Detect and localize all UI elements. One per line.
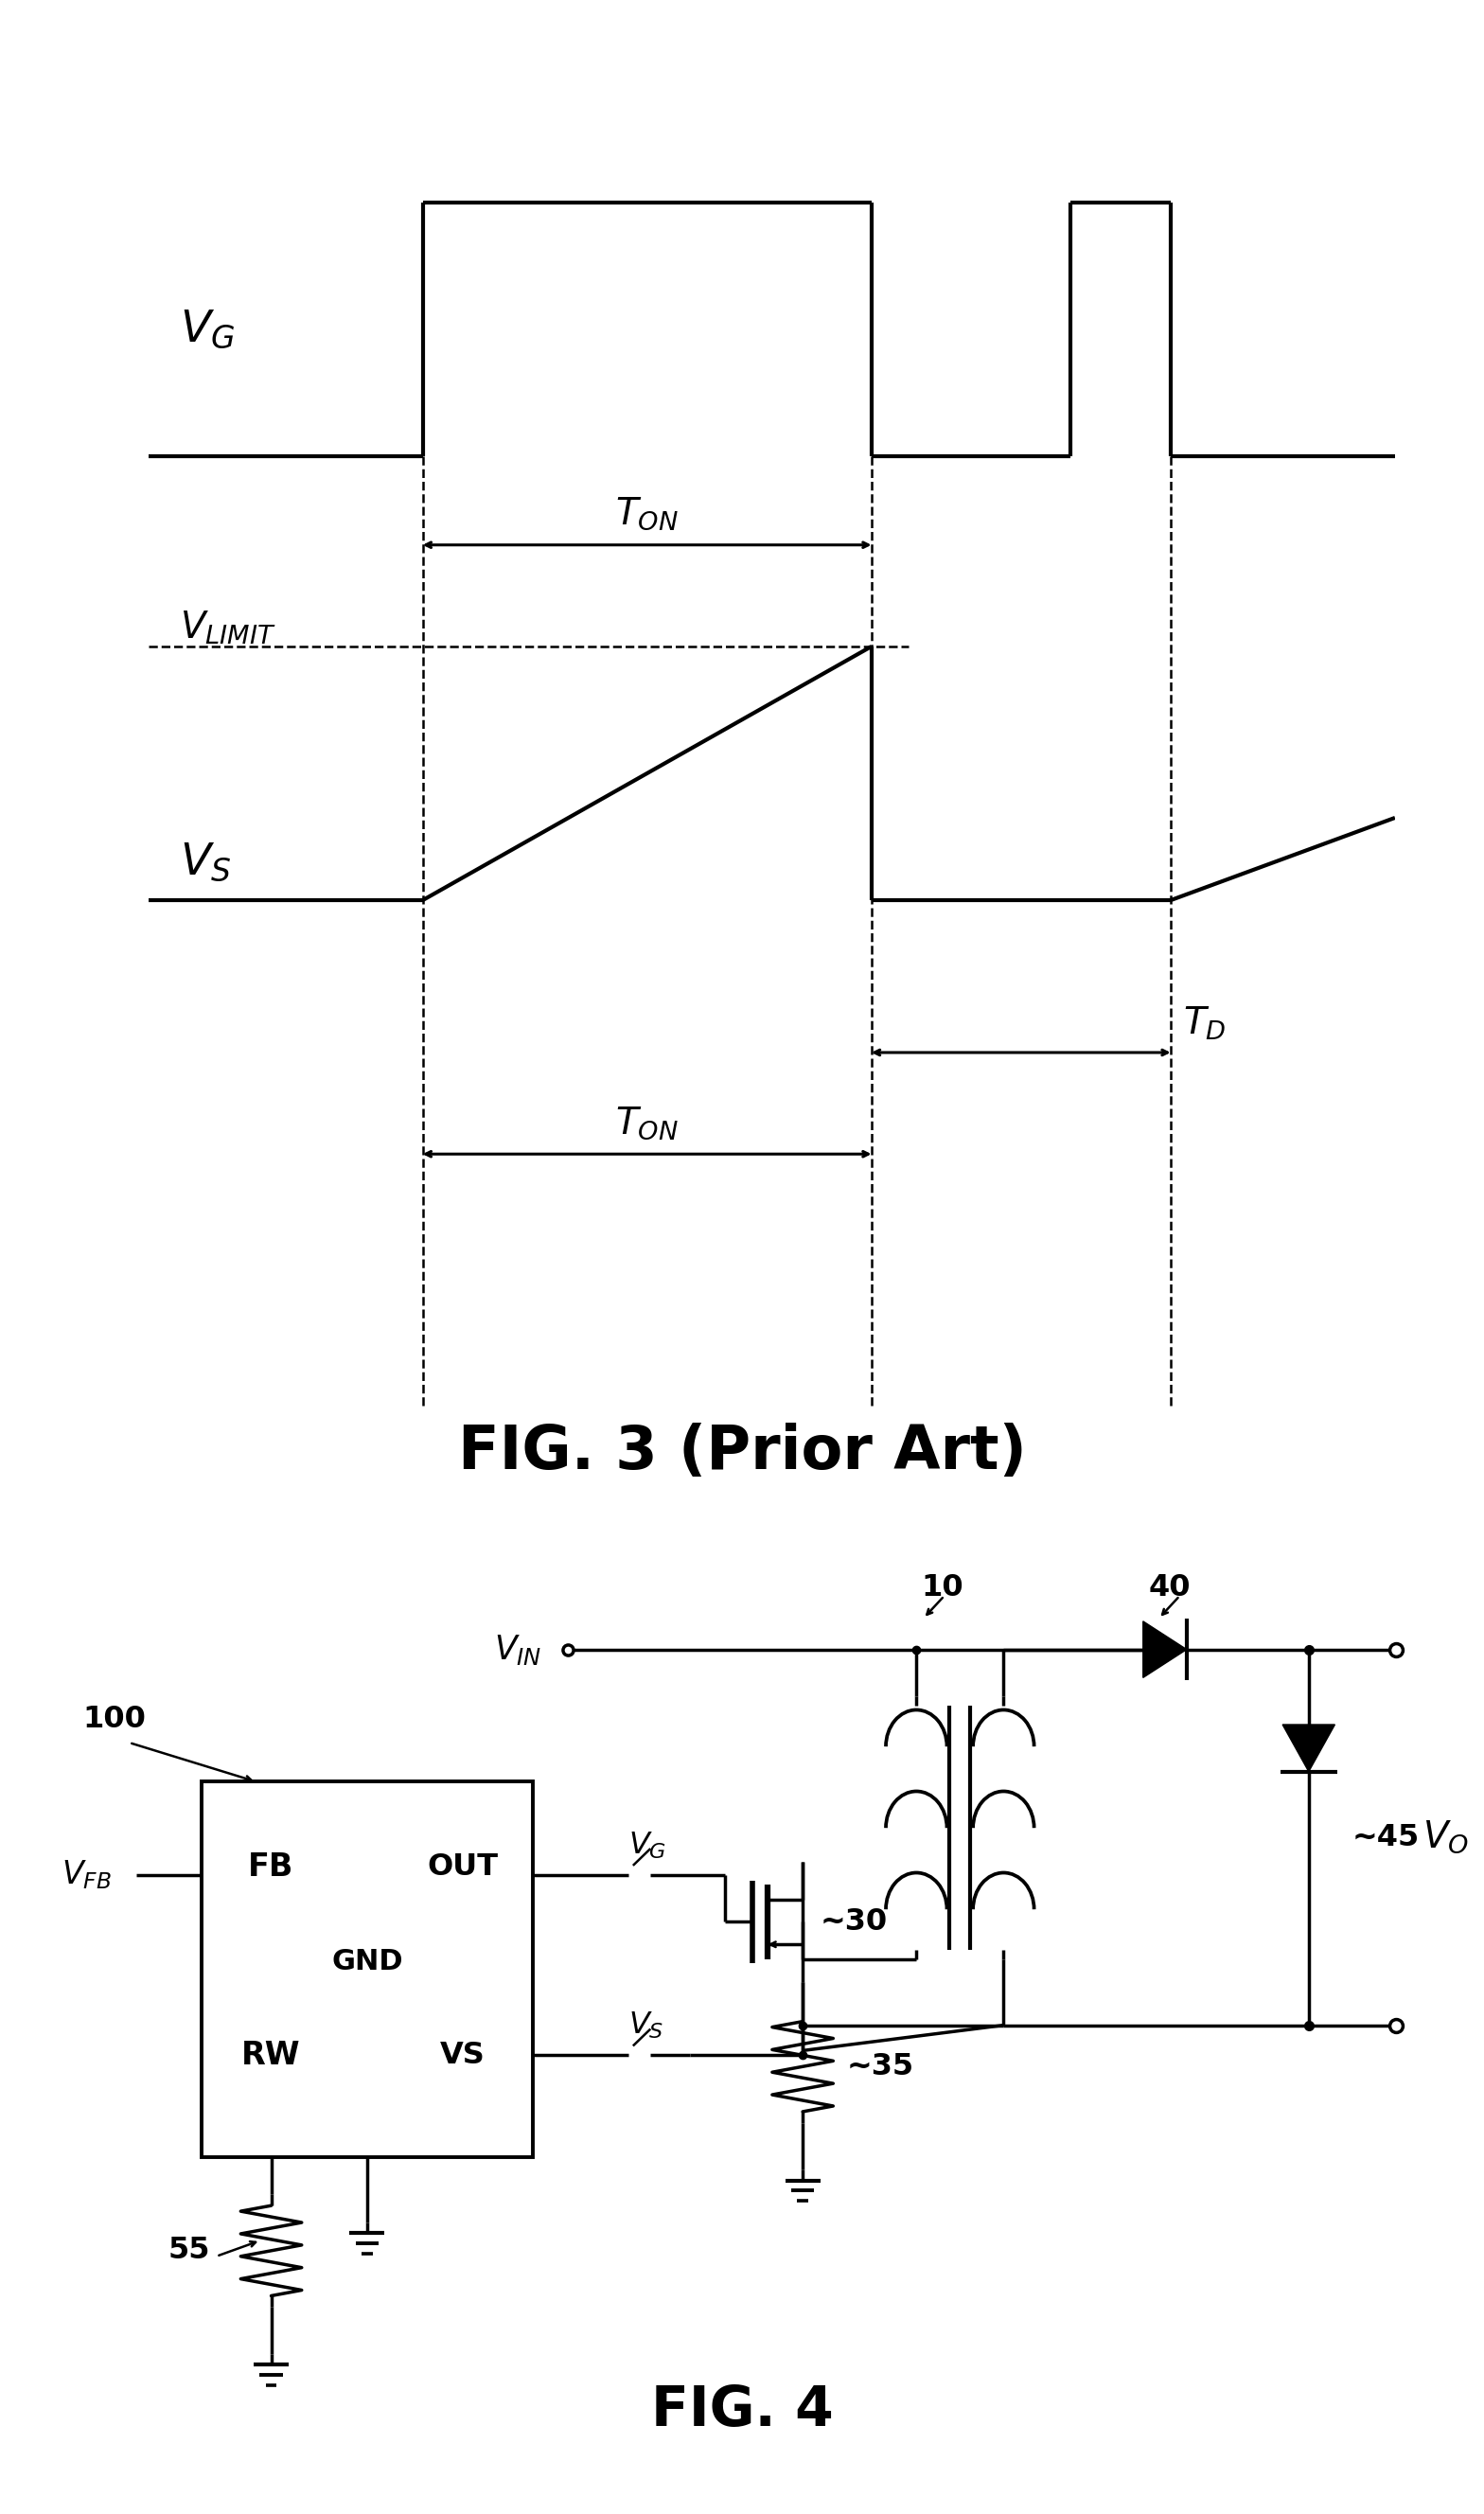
Text: $V_S$: $V_S$ <box>629 2011 663 2041</box>
Text: OUT: OUT <box>427 1853 499 1883</box>
Text: $T_{ON}$: $T_{ON}$ <box>616 1104 678 1141</box>
Text: $V_{IN}$: $V_{IN}$ <box>494 1632 542 1667</box>
Text: $V_{FB}$: $V_{FB}$ <box>62 1858 111 1891</box>
Text: 10: 10 <box>922 1574 963 1601</box>
Text: $T_{ON}$: $T_{ON}$ <box>616 495 678 533</box>
Text: FB: FB <box>248 1853 294 1883</box>
Bar <box>202 1780 533 2157</box>
Text: 40: 40 <box>1149 1574 1190 1601</box>
Text: ~35: ~35 <box>846 2051 914 2082</box>
Text: $V_G$: $V_G$ <box>629 1830 666 1860</box>
Text: FIG. 4: FIG. 4 <box>651 2383 833 2439</box>
Text: $V_{LIMIT}$: $V_{LIMIT}$ <box>180 608 276 646</box>
Text: GND: GND <box>331 1948 402 1976</box>
Polygon shape <box>1282 1725 1336 1772</box>
Text: $T_D$: $T_D$ <box>1183 1006 1226 1043</box>
Text: VS: VS <box>441 2041 485 2069</box>
Text: FIG. 3 (Prior Art): FIG. 3 (Prior Art) <box>457 1423 1027 1481</box>
Text: ~45: ~45 <box>1352 1823 1420 1853</box>
Text: ~30: ~30 <box>821 1908 887 1936</box>
Text: 55: 55 <box>168 2235 211 2265</box>
Text: RW: RW <box>242 2039 301 2072</box>
Text: $V_S$: $V_S$ <box>180 840 232 882</box>
Text: 100: 100 <box>83 1704 145 1735</box>
Text: $V_G$: $V_G$ <box>180 307 234 349</box>
Polygon shape <box>1143 1622 1187 1677</box>
Text: $V_O$: $V_O$ <box>1422 1820 1468 1855</box>
